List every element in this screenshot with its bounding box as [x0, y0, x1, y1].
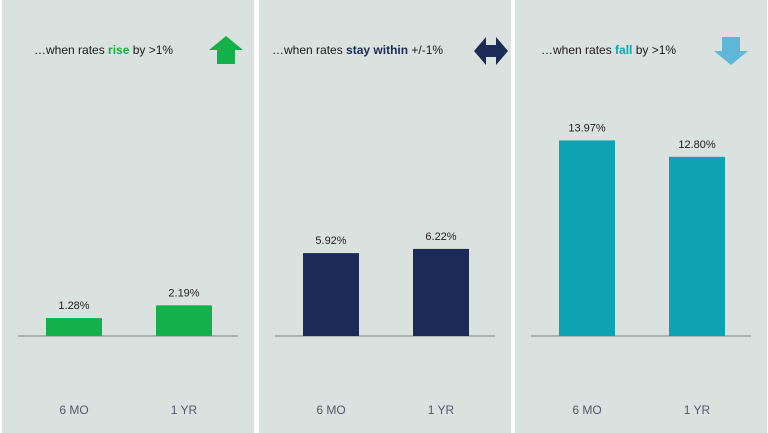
- bar-chart-fall: 13.97% 6 MO 12.80% 1 YR: [531, 122, 751, 417]
- bar-chart-rise: 1.28% 6 MO 2.19% 1 YR: [18, 287, 238, 417]
- category-tick-label: 6 MO: [59, 403, 88, 417]
- panel-title: …when rates fall by >1%: [541, 43, 741, 57]
- bar-6-mo: [559, 140, 615, 336]
- panel-title-suffix: by >1%: [129, 43, 174, 57]
- category-tick-label: 1 YR: [171, 403, 198, 417]
- category-tick-label: 1 YR: [684, 403, 711, 417]
- panel-rates-fall: …when rates fall by >1% 13.97% 6 MO 12.80%…: [515, 0, 767, 433]
- data-label: 1.28%: [58, 300, 89, 312]
- bar-6-mo: [46, 318, 102, 336]
- data-label: 5.92%: [315, 235, 346, 247]
- panel-title-highlight: stay within: [346, 43, 409, 57]
- panel-rates-rise: …when rates rise by >1% 1.28% 6 MO 2.19% 1 …: [2, 0, 254, 433]
- data-label: 2.19%: [168, 287, 199, 299]
- panel-rates-stay-within: …when rates stay within +/-1% 5.92% 6 MO 6…: [259, 0, 511, 433]
- category-tick-label: 6 MO: [316, 403, 345, 417]
- panel-title: …when rates stay within +/-1%: [272, 43, 472, 57]
- bar-1-yr: [156, 305, 212, 336]
- panel-title-suffix: +/-1%: [408, 43, 444, 57]
- bar-1-yr: [413, 248, 469, 336]
- bar-6-mo: [303, 253, 359, 336]
- bar-1-yr: [669, 156, 725, 336]
- panel-title-prefix: …when rates: [272, 43, 347, 57]
- up-arrow-icon: [209, 36, 243, 64]
- data-label: 6.22%: [425, 231, 456, 243]
- data-label: 12.80%: [678, 139, 716, 151]
- category-tick-label: 1 YR: [428, 403, 455, 417]
- bar-chart-stay-within: 5.92% 6 MO 6.22% 1 YR: [275, 231, 495, 417]
- panel-title: …when rates rise by >1%: [34, 43, 234, 57]
- category-tick-label: 6 MO: [572, 403, 601, 417]
- panel-title-highlight: rise: [108, 43, 130, 57]
- down-arrow-icon: [714, 37, 748, 65]
- left-right-arrow-icon: [474, 37, 508, 65]
- panel-title-prefix: …when rates: [34, 43, 109, 57]
- panel-title-suffix: by >1%: [632, 43, 677, 57]
- panel-title-highlight: fall: [615, 43, 633, 57]
- panel-title-prefix: …when rates: [541, 43, 616, 57]
- data-label: 13.97%: [568, 122, 606, 134]
